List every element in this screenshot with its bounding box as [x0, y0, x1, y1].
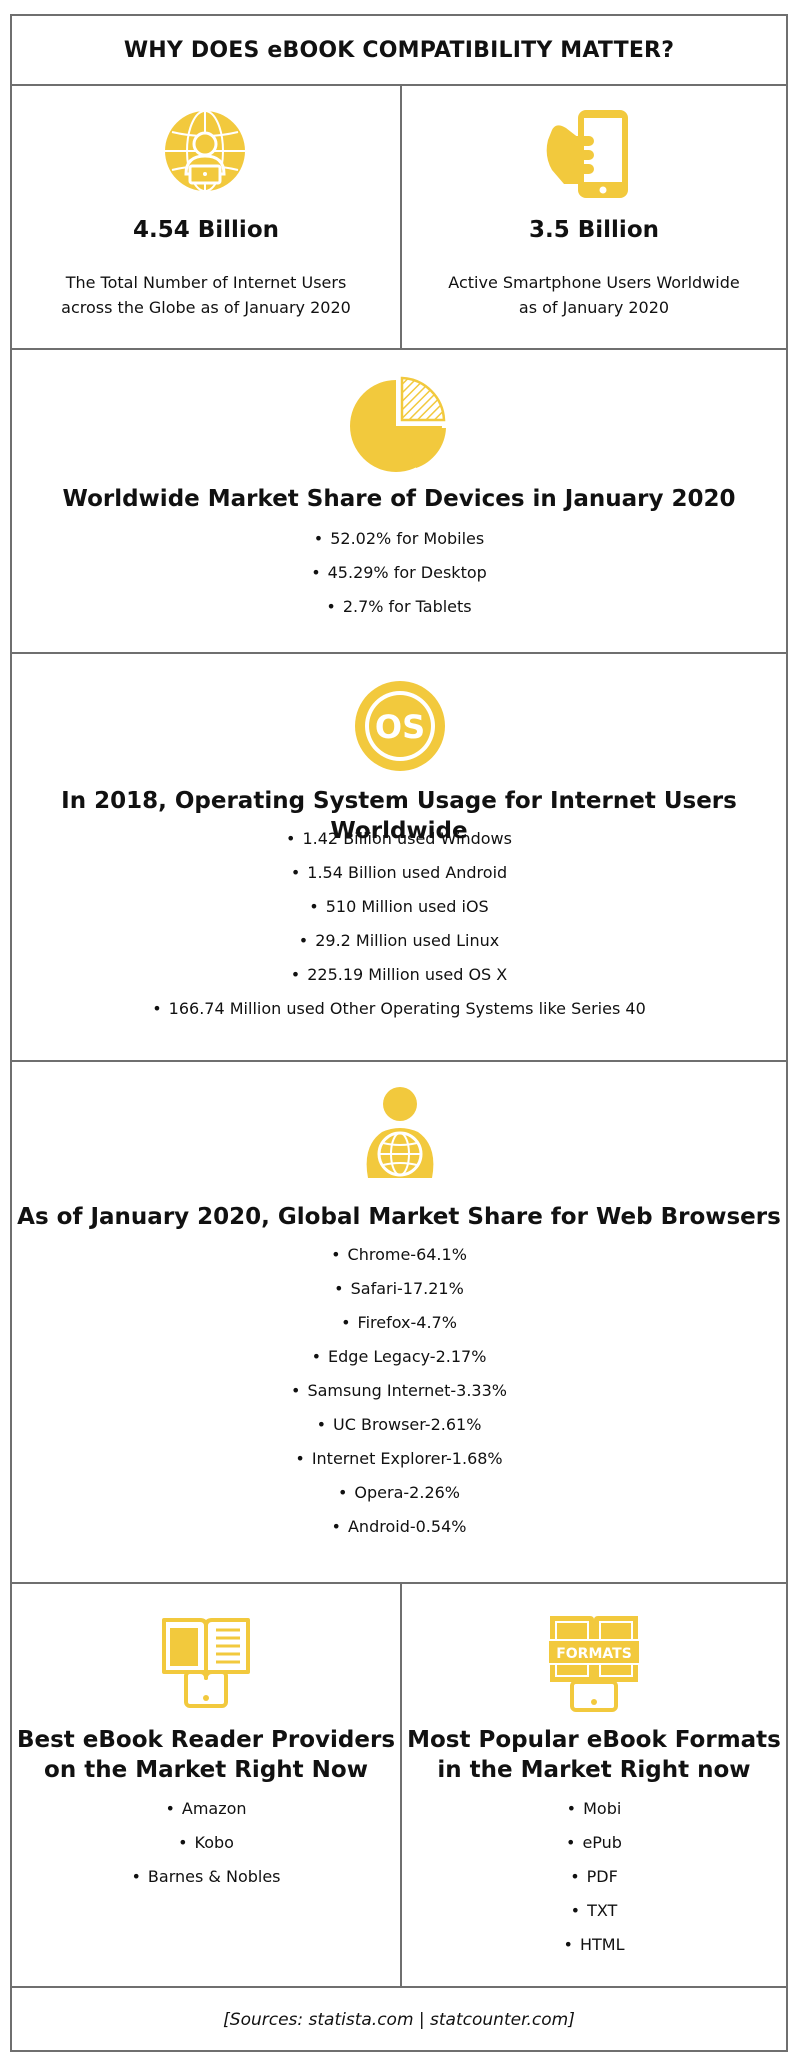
browsers-section: As of January 2020, Global Market Share … — [12, 1062, 786, 1584]
formats-column: FORMATS Most Popular eBook Formats in th… — [402, 1584, 786, 1986]
list-item: Chrome-64.1% — [12, 1238, 786, 1272]
devices-list: 52.02% for Mobiles 45.29% for Desktop 2.… — [12, 522, 786, 624]
formats-heading-line2: in the Market Right now — [437, 1757, 751, 1783]
list-item: ePub — [402, 1826, 786, 1860]
ebook-section: Best eBook Reader Providers on the Marke… — [12, 1584, 786, 1988]
hand-smartphone-icon — [546, 110, 628, 198]
smartphone-users-value: 3.5 Billion — [529, 217, 659, 243]
providers-heading-line2: on the Market Right Now — [44, 1757, 368, 1783]
smartphone-users-desc-line2: as of January 2020 — [518, 298, 670, 317]
sources-footer: [Sources: statista.com | statcounter.com… — [12, 1988, 786, 2052]
list-item: Edge Legacy-2.17% — [12, 1340, 786, 1374]
devices-section: Worldwide Market Share of Devices in Jan… — [12, 350, 786, 654]
globe-user-laptop-icon — [165, 110, 245, 192]
list-item: Barnes & Nobles — [12, 1860, 400, 1894]
smartphone-users-desc-line1: Active Smartphone Users Worldwide — [448, 273, 740, 292]
title-section: WHY DOES eBOOK COMPATIBILITY MATTER? — [12, 16, 786, 86]
list-item: PDF — [402, 1860, 786, 1894]
list-item: Samsung Internet-3.33% — [12, 1374, 786, 1408]
list-item: 1.42 Billion used Windows — [12, 822, 786, 856]
list-item: HTML — [402, 1928, 786, 1962]
list-item: 2.7% for Tablets — [12, 590, 786, 624]
list-item: Internet Explorer-1.68% — [12, 1442, 786, 1476]
list-item: 1.54 Billion used Android — [12, 856, 786, 890]
smartphone-users-stat: 3.5 Billion Active Smartphone Users Worl… — [402, 86, 786, 348]
list-item: 45.29% for Desktop — [12, 556, 786, 590]
sources-text: [Sources: statista.com | statcounter.com… — [223, 2010, 575, 2030]
list-item: Amazon — [12, 1792, 400, 1826]
os-circle-icon: OS — [355, 681, 445, 771]
browsers-list: Chrome-64.1% Safari-17.21% Firefox-4.7% … — [12, 1238, 786, 1544]
list-item: 52.02% for Mobiles — [12, 522, 786, 556]
list-item: TXT — [402, 1894, 786, 1928]
providers-column: Best eBook Reader Providers on the Marke… — [12, 1584, 402, 1986]
browsers-heading: As of January 2020, Global Market Share … — [17, 1204, 781, 1230]
formats-icon-text: FORMATS — [556, 1646, 632, 1662]
os-list: 1.42 Billion used Windows 1.54 Billion u… — [12, 822, 786, 1026]
list-item: Safari-17.21% — [12, 1272, 786, 1306]
formats-book-icon: FORMATS — [547, 1616, 641, 1712]
list-item: 166.74 Million used Other Operating Syst… — [12, 992, 786, 1026]
list-item: Opera-2.26% — [12, 1476, 786, 1510]
providers-list: Amazon Kobo Barnes & Nobles — [12, 1792, 400, 1894]
internet-users-desc-line1: The Total Number of Internet Users — [65, 273, 347, 292]
list-item: Mobi — [402, 1792, 786, 1826]
ebook-reader-icon — [162, 1618, 250, 1708]
list-item: 29.2 Million used Linux — [12, 924, 786, 958]
internet-users-desc-line2: across the Globe as of January 2020 — [61, 298, 351, 317]
formats-list: Mobi ePub PDF TXT HTML — [402, 1792, 786, 1962]
providers-heading-line1: Best eBook Reader Providers — [16, 1727, 396, 1753]
page-title: WHY DOES eBOOK COMPATIBILITY MATTER? — [123, 37, 675, 63]
infographic-frame: WHY DOES eBOOK COMPATIBILITY MATTER? 4.5… — [10, 14, 788, 2052]
internet-users-stat: 4.54 Billion The Total Number of Interne… — [12, 86, 402, 348]
devices-heading: Worldwide Market Share of Devices in Jan… — [62, 486, 736, 512]
list-item: UC Browser-2.61% — [12, 1408, 786, 1442]
pie-chart-icon — [350, 376, 446, 472]
stats-section: 4.54 Billion The Total Number of Interne… — [12, 86, 786, 350]
os-section: OS In 2018, Operating System Usage for I… — [12, 654, 786, 1062]
list-item: 225.19 Million used OS X — [12, 958, 786, 992]
list-item: 510 Million used iOS — [12, 890, 786, 924]
list-item: Android-0.54% — [12, 1510, 786, 1544]
os-icon-text: OS — [375, 708, 425, 746]
formats-heading-line1: Most Popular eBook Formats — [407, 1727, 781, 1753]
person-globe-icon — [366, 1087, 434, 1178]
list-item: Firefox-4.7% — [12, 1306, 786, 1340]
list-item: Kobo — [12, 1826, 400, 1860]
internet-users-value: 4.54 Billion — [133, 217, 279, 243]
